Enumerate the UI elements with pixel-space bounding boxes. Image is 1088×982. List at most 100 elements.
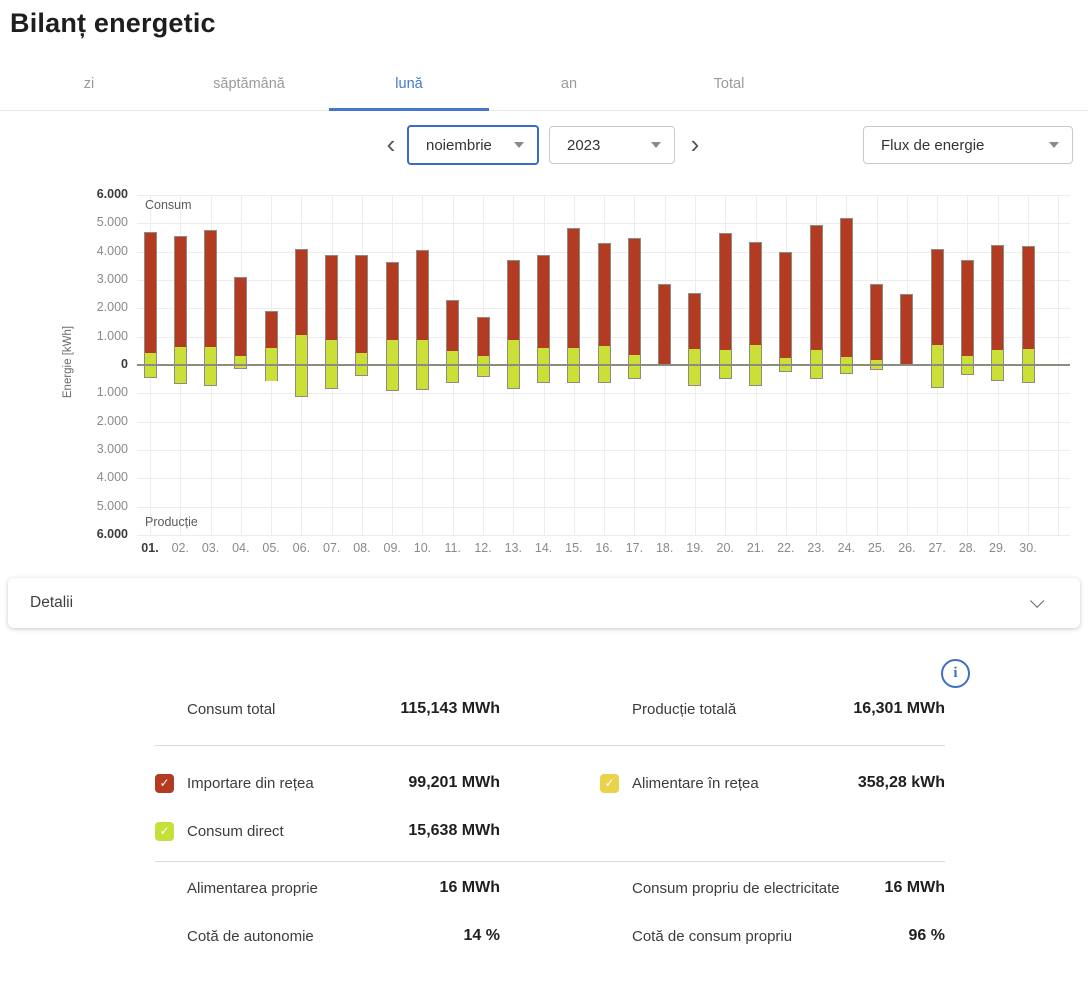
bar-consumption-day-30.[interactable] xyxy=(1021,246,1035,365)
bar-production-day-30.[interactable] xyxy=(1021,365,1035,383)
bar-consumption-day-29.[interactable] xyxy=(991,244,1005,365)
consum-propriu-stat: Consum propriu de electricitate 16 MWh xyxy=(600,879,945,897)
bar-consumption-day-25.[interactable] xyxy=(870,284,884,365)
bar-production-day-08.[interactable] xyxy=(355,365,369,377)
bar-consumption-day-05.[interactable] xyxy=(264,311,278,365)
import-segment xyxy=(477,317,489,357)
self-supply-row: Alimentarea proprie 16 MWh Consum propri… xyxy=(155,873,945,903)
tab-total[interactable]: Total xyxy=(713,76,745,92)
bar-consumption-day-08.[interactable] xyxy=(355,254,369,365)
bar-production-day-02.[interactable] xyxy=(173,365,187,385)
bar-consumption-day-14.[interactable] xyxy=(537,254,551,365)
bar-consumption-day-24.[interactable] xyxy=(839,217,853,365)
import-segment xyxy=(810,225,822,351)
bar-consumption-day-13.[interactable] xyxy=(506,260,520,365)
feedin-segment xyxy=(235,367,247,369)
bar-production-day-21.[interactable] xyxy=(749,365,763,386)
bar-production-day-29.[interactable] xyxy=(991,365,1005,381)
bar-production-day-03.[interactable] xyxy=(204,365,218,386)
view-select[interactable]: Flux de energie xyxy=(863,126,1073,164)
bar-consumption-day-07.[interactable] xyxy=(325,254,339,365)
bar-consumption-day-11.[interactable] xyxy=(446,299,460,365)
direct-segment xyxy=(356,366,368,376)
bar-consumption-day-17.[interactable] xyxy=(627,237,641,365)
next-month-button[interactable]: › xyxy=(690,129,700,159)
tab-luna[interactable]: lună xyxy=(395,76,423,92)
x-tick-label: 16. xyxy=(595,541,613,555)
bar-consumption-day-19.[interactable] xyxy=(688,292,702,365)
bar-production-day-05.[interactable] xyxy=(264,365,278,382)
bar-production-day-17.[interactable] xyxy=(627,365,641,380)
direct-segment xyxy=(538,348,550,364)
tab-saptamana[interactable]: săptămână xyxy=(213,76,285,92)
bar-production-day-27.[interactable] xyxy=(930,365,944,388)
bar-production-day-20.[interactable] xyxy=(718,365,732,379)
import-segment xyxy=(144,232,156,353)
stat-value: 115,143 MWh xyxy=(400,700,500,717)
x-tick-label: 04. xyxy=(232,541,250,555)
bar-consumption-day-22.[interactable] xyxy=(779,251,793,365)
bar-production-day-13.[interactable] xyxy=(506,365,520,389)
year-select[interactable]: 2023 xyxy=(549,126,675,164)
bar-production-day-14.[interactable] xyxy=(537,365,551,383)
caret-down-icon xyxy=(1049,142,1059,148)
bar-production-day-24.[interactable] xyxy=(839,365,853,375)
bar-consumption-day-01.[interactable] xyxy=(143,231,157,365)
x-tick-label: 18. xyxy=(655,541,674,555)
bar-consumption-day-23.[interactable] xyxy=(809,224,823,365)
x-tick-label: 17. xyxy=(625,541,644,555)
bar-production-day-28.[interactable] xyxy=(960,365,974,375)
consumption-area-label: Consum xyxy=(145,198,192,212)
bar-production-day-22.[interactable] xyxy=(779,365,793,372)
bar-consumption-day-28.[interactable] xyxy=(960,260,974,365)
bar-production-day-12.[interactable] xyxy=(476,365,490,377)
info-icon[interactable]: i xyxy=(941,659,970,688)
bar-consumption-day-06.[interactable] xyxy=(294,248,308,365)
bar-consumption-day-21.[interactable] xyxy=(749,241,763,365)
bar-production-day-23.[interactable] xyxy=(809,365,823,379)
import-checkbox[interactable]: ✓ xyxy=(155,773,174,793)
stat-label: Cotă de consum propriu xyxy=(632,927,793,945)
import-segment xyxy=(901,295,913,364)
bar-consumption-day-18.[interactable] xyxy=(658,284,672,365)
bar-production-day-09.[interactable] xyxy=(385,365,399,391)
zero-axis-line xyxy=(137,364,1070,366)
feedin-checkbox[interactable]: ✓ xyxy=(600,773,619,793)
bar-production-day-07.[interactable] xyxy=(325,365,339,390)
prev-month-button[interactable]: ‹ xyxy=(386,129,396,159)
direct-checkbox[interactable]: ✓ xyxy=(155,821,174,841)
bar-consumption-day-27.[interactable] xyxy=(930,248,944,365)
bar-production-day-15.[interactable] xyxy=(567,365,581,384)
bar-production-day-19.[interactable] xyxy=(688,365,702,386)
bar-production-day-06.[interactable] xyxy=(294,365,308,397)
direct-segment xyxy=(477,356,489,364)
bar-consumption-day-10.[interactable] xyxy=(415,250,429,365)
bar-consumption-day-16.[interactable] xyxy=(597,243,611,365)
details-collapse-bar[interactable]: Detalii xyxy=(8,578,1080,628)
bar-consumption-day-03.[interactable] xyxy=(204,230,218,365)
import-segment xyxy=(265,312,277,349)
bar-production-day-10.[interactable] xyxy=(415,365,429,390)
bar-consumption-day-02.[interactable] xyxy=(173,236,187,365)
bar-consumption-day-12.[interactable] xyxy=(476,316,490,365)
bar-consumption-day-04.[interactable] xyxy=(234,277,248,365)
tab-zi[interactable]: zi xyxy=(83,76,95,92)
stat-label: Alimentarea proprie xyxy=(187,879,318,897)
y-tick-label: 5.000 xyxy=(96,215,128,230)
bar-production-day-16.[interactable] xyxy=(597,365,611,384)
x-tick-label: 02. xyxy=(171,541,189,555)
consum-total-stat: Consum total 115,143 MWh xyxy=(155,700,500,718)
bar-production-day-11.[interactable] xyxy=(446,365,460,383)
bar-consumption-day-15.[interactable] xyxy=(567,227,581,365)
caret-down-icon xyxy=(514,142,524,148)
bar-consumption-day-20.[interactable] xyxy=(718,233,732,365)
direct-segment xyxy=(992,349,1004,364)
tab-an[interactable]: an xyxy=(560,76,578,92)
import-segment xyxy=(507,261,519,340)
y-tick-label: 3.000 xyxy=(96,442,128,456)
month-select[interactable]: noiembrie xyxy=(407,125,539,165)
bar-consumption-day-09.[interactable] xyxy=(385,261,399,365)
bar-production-day-01.[interactable] xyxy=(143,365,157,378)
bar-consumption-day-26.[interactable] xyxy=(900,294,914,365)
stat-value: 96 % xyxy=(908,927,945,944)
